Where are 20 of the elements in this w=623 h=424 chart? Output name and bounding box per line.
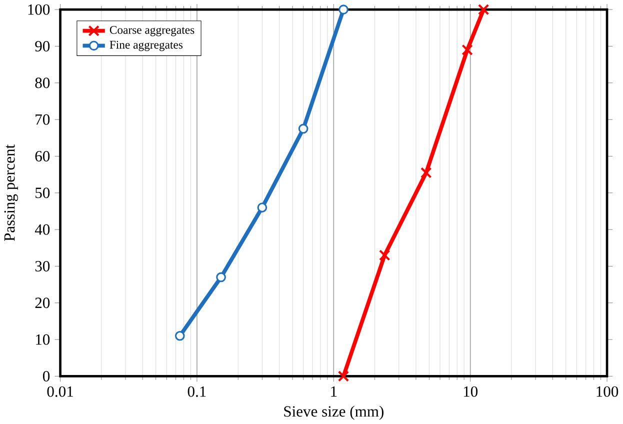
y-tick-label: 0 xyxy=(43,370,50,382)
y-tick-label: 20 xyxy=(35,298,50,308)
y-tick-label: 40 xyxy=(34,224,50,235)
x-tick-label: 100 xyxy=(596,386,618,397)
x-tick-label: 10 xyxy=(464,386,478,397)
x-tick-label: 0.01 xyxy=(47,386,73,397)
y-tick-label: 80 xyxy=(35,78,50,88)
x-axis-title: Sieve size (mm) xyxy=(284,406,384,420)
y-tick-label: 100 xyxy=(28,4,50,15)
y-tick-label: 10 xyxy=(36,334,50,345)
legend-label: Fine aggregates xyxy=(110,40,183,51)
y-tick-label: 60 xyxy=(35,150,50,162)
y-tick-label: 50 xyxy=(36,188,50,198)
y-tick-label: 70 xyxy=(36,114,50,125)
x-tick-label: 1 xyxy=(331,386,337,396)
y-axis-title: Passing percent xyxy=(4,144,18,241)
x-tick-label: 0.1 xyxy=(188,386,206,397)
y-tick-label: 30 xyxy=(35,260,50,272)
legend-label: Coarse aggregates xyxy=(110,26,194,36)
y-tick-label: 90 xyxy=(35,40,50,52)
